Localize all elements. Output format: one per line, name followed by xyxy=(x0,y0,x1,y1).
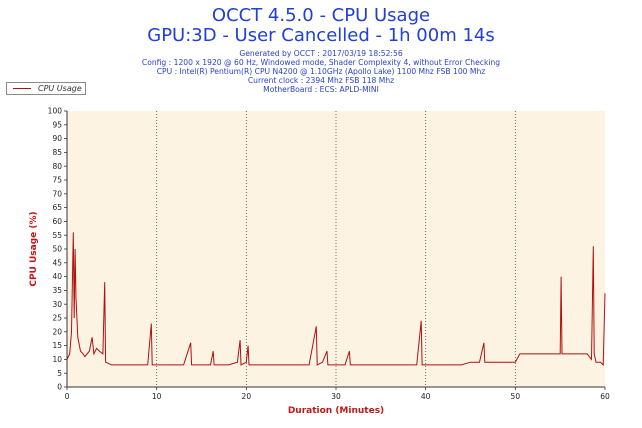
y-tick-label-10: 10 xyxy=(52,355,62,364)
y-tick-label-75: 75 xyxy=(52,176,62,185)
legend-swatch xyxy=(13,88,31,89)
axes xyxy=(66,111,605,388)
x-tick-label-60: 60 xyxy=(600,392,610,401)
y-tick-label-40: 40 xyxy=(52,272,62,281)
x-axis-label: Duration (Minutes) xyxy=(288,406,384,416)
legend-label: CPU Usage xyxy=(38,84,82,93)
cpu-text: CPU : Intel(R) Pentium(R) CPU N4200 @ 1.… xyxy=(156,67,486,76)
gridlines xyxy=(156,111,516,387)
x-tick-label-0: 0 xyxy=(65,392,70,401)
axis-ticks: 0 5 10 15 20 25 30 35 40 45 50 55 60 65 70 75 80 85 90 95 10… xyxy=(48,107,610,401)
y-tick-label-65: 65 xyxy=(52,203,62,212)
y-tick-label-85: 85 xyxy=(52,148,62,157)
x-tick-label-10: 10 xyxy=(152,392,162,401)
y-tick-label-35: 35 xyxy=(52,286,62,295)
config-text: Config : 1200 x 1920 @ 60 Hz, Windowed m… xyxy=(141,58,501,67)
motherboard-text: MotherBoard : ECS: APLD-MINI xyxy=(263,85,379,94)
y-tick-label-20: 20 xyxy=(52,327,62,336)
y-tick-label-25: 25 xyxy=(52,314,62,323)
y-tick-label-95: 95 xyxy=(52,120,62,129)
generated-text: Generated by OCCT : 2017/03/19 18:52:56 xyxy=(239,49,403,58)
y-tick-label-80: 80 xyxy=(52,162,62,171)
y-tick-label-5: 5 xyxy=(57,369,62,378)
y-tick-label-55: 55 xyxy=(52,231,62,240)
y-tick-label-15: 15 xyxy=(52,341,62,350)
clock-text: Current clock : 2394 Mhz FSB 118 Mhz xyxy=(247,76,395,85)
y-tick-label-50: 50 xyxy=(52,245,62,254)
y-tick-label-60: 60 xyxy=(52,217,62,226)
y-tick-label-30: 30 xyxy=(52,300,62,309)
y-tick-label-100: 100 xyxy=(48,107,63,116)
y-tick-label-70: 70 xyxy=(52,189,62,198)
legend: CPU Usage xyxy=(6,82,86,95)
x-tick-label-40: 40 xyxy=(421,392,431,401)
x-tick-label-20: 20 xyxy=(242,392,252,401)
chart-title: OCCT 4.5.0 - CPU Usage xyxy=(211,5,431,26)
y-tick-label-0: 0 xyxy=(57,383,62,392)
y-tick-label-45: 45 xyxy=(52,258,62,267)
y-axis-label: CPU Usage (%) xyxy=(29,211,39,286)
x-tick-label-50: 50 xyxy=(511,392,521,401)
cpu-usage-line xyxy=(66,232,606,367)
x-tick-label-30: 30 xyxy=(331,392,341,401)
y-tick-label-90: 90 xyxy=(52,134,62,143)
chart-subtitle: GPU:3D - User Cancelled - 1h 00m 14s xyxy=(147,25,495,46)
